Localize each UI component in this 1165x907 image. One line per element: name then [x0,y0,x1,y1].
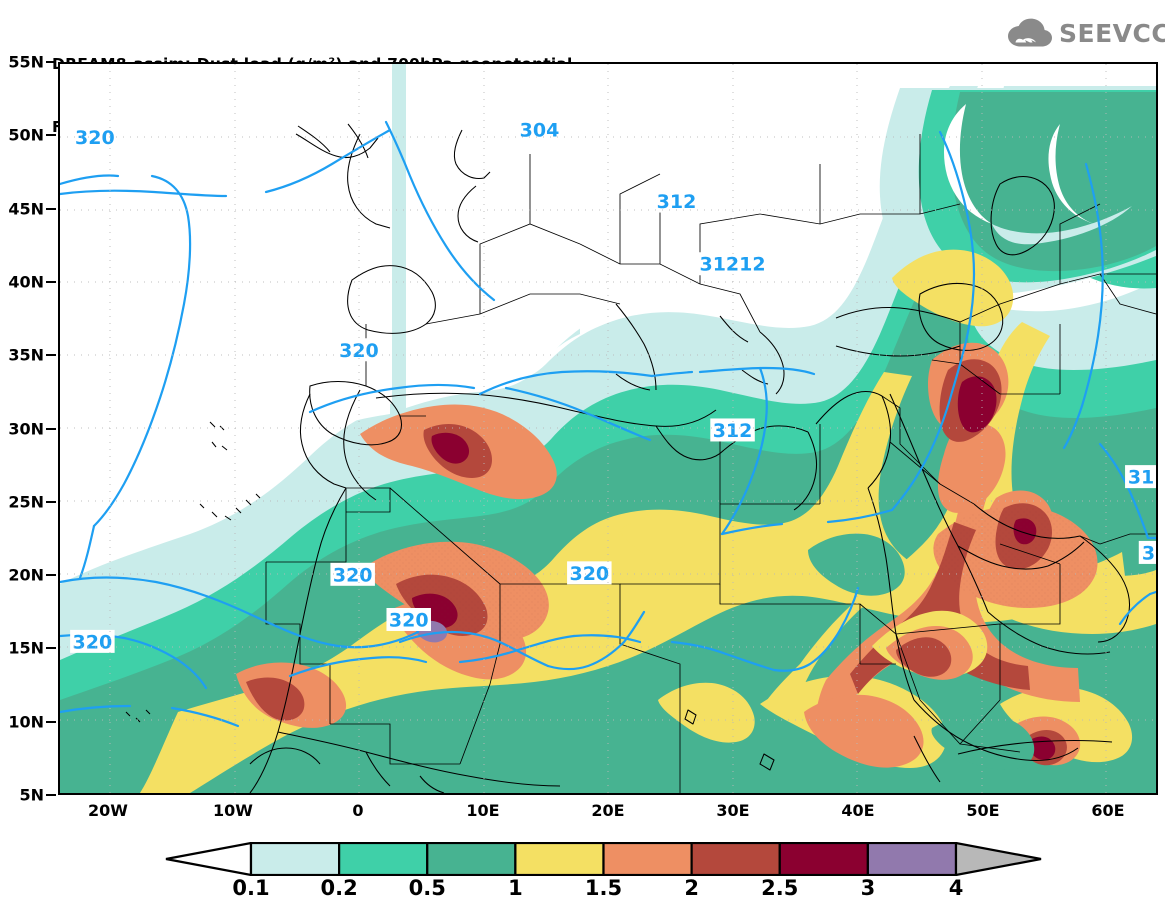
chart-header: DREAM8-assim: Dust load (g/m²) and 700hP… [0,0,1165,136]
colorbar-over-arrow [954,842,1042,876]
colorbar-tick-0-1: 0.1 [232,876,270,900]
y-tick-mark [46,354,56,357]
seevccc-logo: SEEVCCC [1007,14,1165,52]
y-tick-mark [46,207,56,210]
logo-text: SEEVCCC [1059,18,1165,48]
y-tick-label-30n: 30N [8,419,44,438]
y-tick-label-10n: 10N [8,712,44,732]
y-tick-label-25n: 25N [8,492,44,512]
contour-label-group: 320 304 312 31212 320 312 320 320 320 320 31 3 [70,118,1156,653]
colorbar-tick-0-5: 0.5 [408,876,446,900]
y-axis: 5N 10N 15N 20N 25N 30N 35N 40N 45N 50N 55N [0,53,58,805]
x-tick-label-50e: 50E [966,801,1000,820]
y-tick-label-15n: 15N [8,638,44,658]
y-tick-mark [46,280,56,283]
colorbar-tick-0-2: 0.2 [320,876,358,900]
y-tick-mark [46,574,56,577]
contour-label: 31212 [699,254,765,276]
contour-label: 320 [75,127,115,149]
y-tick-label-35n: 35N [8,345,44,365]
contour-label-backing [654,189,699,213]
colorbar-swatch[interactable] [338,842,429,876]
contour-label: 320 [339,340,379,362]
colorbar-tick-1-5: 1.5 [584,876,623,900]
y-tick-label-5n: 5N [19,785,44,805]
contour-label: 320 [569,563,609,585]
colorbar-swatch[interactable] [249,842,341,876]
y-tick-label-40n: 40N [8,272,44,292]
contour-label-backing [72,125,118,149]
colorbar-swatch[interactable] [602,842,693,876]
y-tick-mark [46,134,56,137]
colorbar-tick-1: 1 [508,876,523,900]
contour-label-backing [1125,465,1156,489]
colorbar-tick-2: 2 [684,876,699,900]
colorbar-swatch[interactable] [866,842,958,876]
contour-label: 3 [1142,542,1155,564]
colorbar-tick-2-5: 2.5 [761,876,799,900]
contour-label: 312 [657,191,697,213]
x-tick-label-20e: 20E [591,801,625,820]
y-tick-mark [46,61,56,63]
contour-label: 320 [333,564,373,586]
geopotential-contours [60,120,1156,728]
y-tick-mark [46,647,56,650]
dust-load-map[interactable]: 320 304 312 31212 320 312 320 320 320 320 31 3 [60,64,1156,793]
colorbar-swatch[interactable] [426,842,517,876]
contour-label-backing [567,561,612,585]
contour-label: 320 [73,631,113,653]
y-tick-mark [46,720,56,723]
map-plot-frame[interactable]: 320 304 312 31212 320 312 320 320 320 320 31 3 [58,62,1158,795]
y-tick-mark [46,794,56,796]
x-tick-label-10w: 10W [213,801,253,820]
colorbar-swatch[interactable] [514,842,605,876]
contour-label-backing [517,118,562,142]
y-tick-mark [46,500,56,503]
x-tick-label-40e: 40E [841,801,875,820]
contour-label-backing [697,252,768,276]
contour-label-backing [1138,540,1156,564]
contour-label: 31 [1128,467,1154,489]
colorbar[interactable] [165,842,1042,876]
contour-label-backing [336,338,382,362]
contour-label: 304 [520,120,560,142]
colorbar-swatch[interactable] [690,842,781,876]
cloud-icon [1007,18,1053,48]
dust-band-0.5-overlay [808,533,1035,770]
x-tick-label-20w: 20W [88,801,128,820]
y-tick-label-50n: 50N [8,125,44,145]
colorbar-region: 0.1 0.2 0.5 1 1.5 2 2.5 3 4 [0,838,1165,906]
contour-label-backing [330,562,375,586]
x-tick-label-10e: 10E [466,801,500,820]
y-tick-label-20n: 20N [8,565,44,585]
x-tick-label-30e: 30E [716,801,750,820]
colorbar-under-arrow [165,842,253,876]
dust-stipple-overlay [360,505,1098,641]
x-tick-label-60e: 60E [1091,801,1125,820]
x-axis: 20W 10W 0 10E 20E 30E 40E 50E 60E [58,795,1158,829]
map-gridlines [60,64,1156,793]
colorbar-swatch[interactable] [778,842,869,876]
dust-band-east-med [879,88,1156,295]
contour-label-backing [386,607,431,631]
colorbar-tick-3: 3 [860,876,876,900]
colorbar-tick-labels: 0.1 0.2 0.5 1 1.5 2 2.5 3 4 [0,876,1165,904]
colorbar-tick-4: 4 [948,876,964,900]
y-tick-label-55n: 55N [8,52,44,72]
contour-label: 320 [389,609,429,631]
contour-label: 312 [713,420,753,442]
y-tick-mark [46,427,56,430]
x-tick-label-0: 0 [352,801,364,820]
y-tick-label-45n: 45N [8,199,44,219]
contour-label-backing [710,418,755,442]
dust-band-1 [140,372,1126,793]
